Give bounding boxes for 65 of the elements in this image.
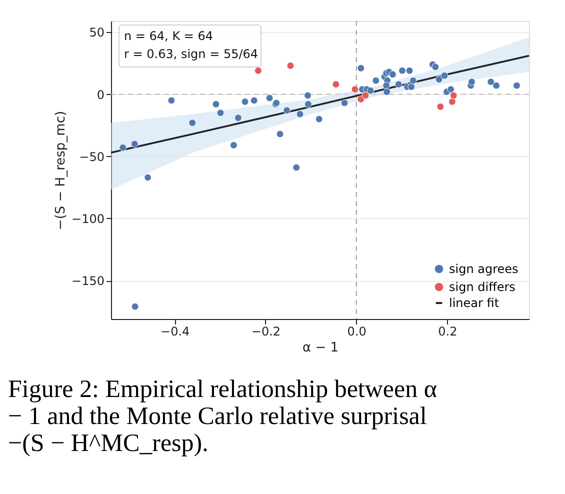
point [230,141,238,149]
point [492,82,500,90]
point [372,76,380,84]
point [448,98,456,106]
point [409,76,417,84]
point [250,96,258,104]
point [513,82,520,90]
point [296,110,304,118]
point [216,109,224,117]
point [130,140,138,148]
annotation: r = 0.63, sign = 55/64 [124,47,258,61]
point [487,78,495,86]
point [304,92,312,100]
x-tick-label: −0.4 [160,324,190,338]
point [234,114,242,122]
point [304,100,312,108]
legend-label: sign differs [449,280,516,294]
point [144,174,152,182]
x-tick-label: −0.2 [251,324,281,338]
point [406,66,414,74]
x-axis-title: α − 1 [302,340,338,356]
legend-label: sign agrees [449,262,518,276]
caption: Figure 2: Empirical relationship between α − 1 and the Monte Carlo relative surprisal −(S − H^MC_resp). [8,376,437,457]
point [408,83,416,91]
point [276,130,284,138]
y-tick-label: 50 [89,26,104,40]
point [351,86,359,93]
point [286,62,294,70]
point [357,64,365,72]
y-tick-label: 0 [96,88,104,102]
x-tick-label: 0.0 [347,324,366,338]
point [168,96,176,104]
legend-label: linear fit [449,296,500,310]
point [212,100,220,108]
point [241,98,249,106]
point [119,144,127,152]
point [394,80,402,88]
point [283,106,291,114]
point [388,70,396,78]
point [432,63,440,71]
y-tick-label: −150 [72,274,104,288]
annotation: n = 64, K = 64 [124,29,214,43]
point [436,102,444,110]
point [188,119,196,127]
point [292,164,300,172]
point [447,86,455,93]
point [340,99,348,107]
point [332,80,340,88]
point [315,115,323,123]
point [366,86,374,94]
point [362,92,370,100]
point [131,302,139,310]
x-tick-label: 0.2 [438,324,458,338]
y-tick-label: −100 [72,212,104,226]
point [383,88,391,96]
point [450,92,458,100]
y-tick-label: −50 [79,150,104,164]
point [435,76,443,84]
y-axis-title: −(S − H_resp_mc) [54,110,69,230]
point [398,66,406,74]
point [266,94,274,102]
point [468,78,476,86]
point [254,66,262,74]
point [382,82,390,90]
point [440,72,448,80]
